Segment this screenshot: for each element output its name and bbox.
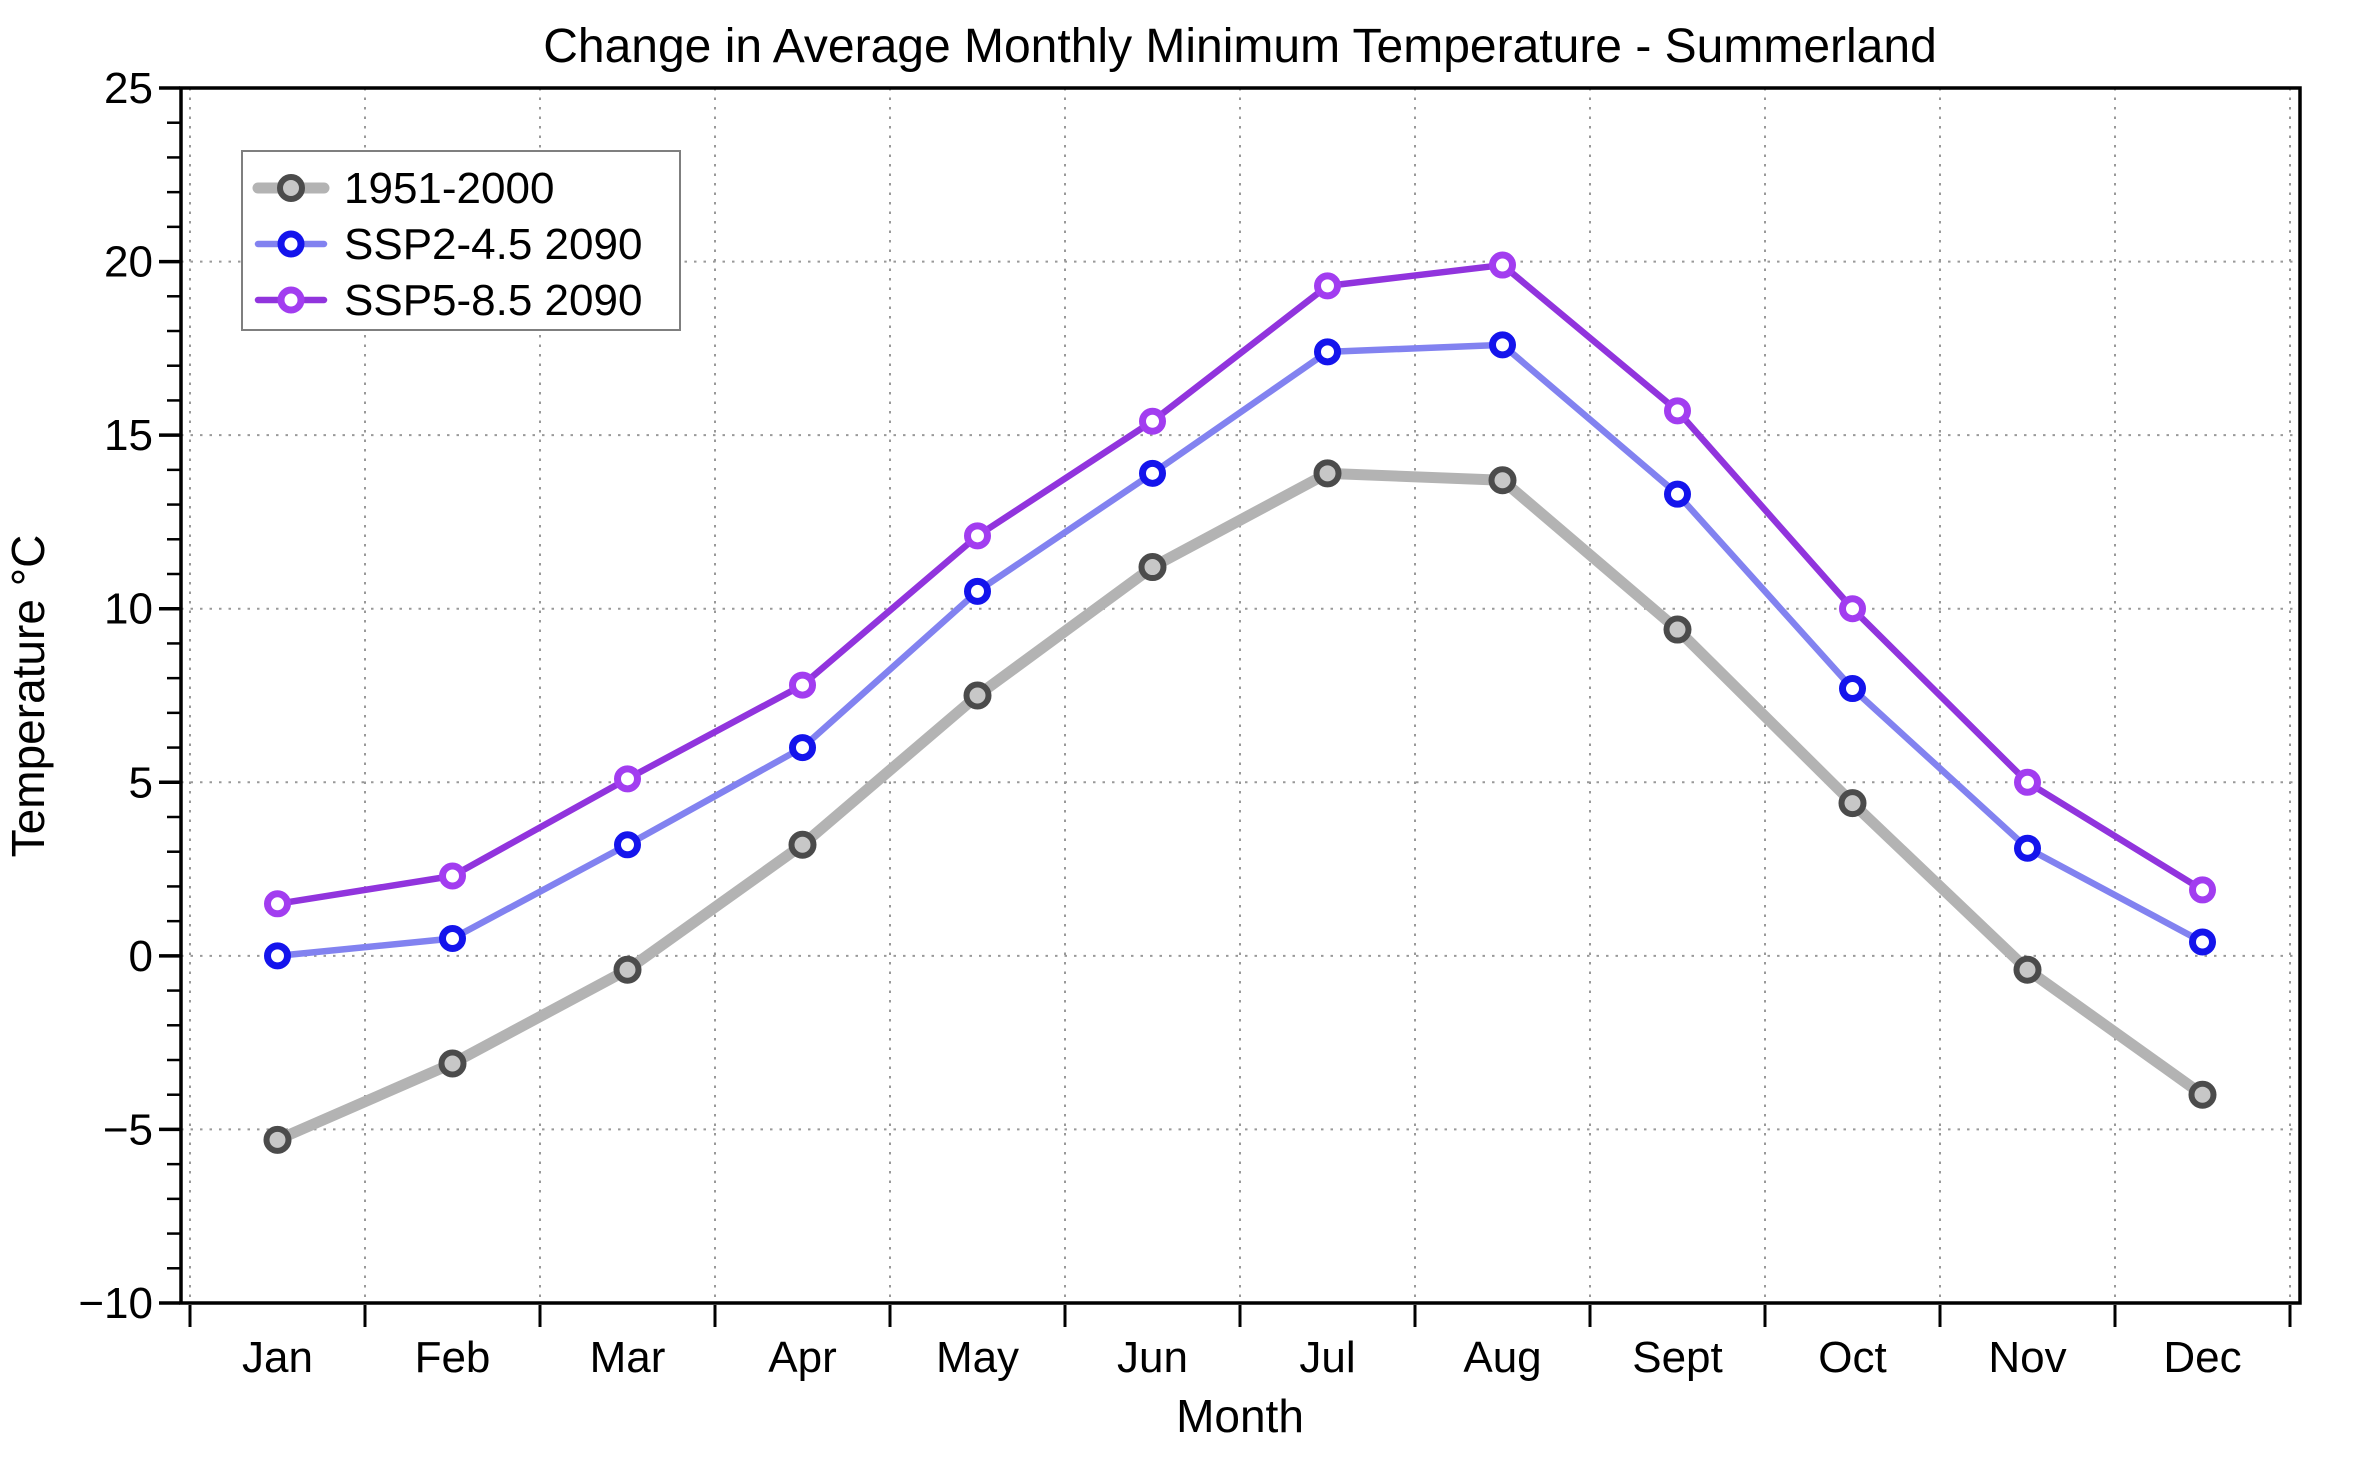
data-point-marker	[1664, 397, 1691, 425]
data-point-marker	[2189, 928, 2216, 956]
data-point-marker	[1664, 480, 1691, 508]
x-tick-label: Feb	[415, 1333, 491, 1382]
data-point-marker	[613, 955, 642, 984]
x-tick-label: Oct	[1818, 1333, 1886, 1382]
data-point-marker	[1138, 553, 1167, 582]
data-point-marker	[1139, 459, 1166, 487]
x-tick-label: Dec	[2163, 1333, 2241, 1382]
data-point-marker	[1488, 466, 1517, 495]
data-point-marker	[439, 862, 466, 890]
x-tick-label: Aug	[1463, 1333, 1541, 1382]
data-point-marker	[1489, 331, 1516, 359]
x-axis-label: Month	[1176, 1390, 1304, 1442]
legend-item-label: 1951-2000	[344, 164, 554, 213]
y-axis-label: Temperature °C	[2, 535, 54, 858]
x-tick-label: Jun	[1117, 1333, 1188, 1382]
legend-item-label: SSP5-8.5 2090	[344, 276, 642, 325]
legend-item-label: SSP2-4.5 2090	[344, 220, 642, 269]
data-point-marker	[1489, 251, 1516, 279]
data-point-marker	[1839, 595, 1866, 623]
data-point-marker	[264, 890, 291, 918]
x-tick-label: Mar	[590, 1333, 666, 1382]
y-tick-label: −10	[78, 1279, 153, 1328]
data-point-marker	[263, 1125, 292, 1154]
data-point-marker	[439, 925, 466, 952]
series-line-3	[274, 261, 2206, 908]
legend: 1951-2000 SSP2-4.5 2090 SSP5-8.5 2090	[241, 150, 681, 331]
x-tick-label: May	[936, 1333, 1019, 1382]
data-point-marker	[2188, 1080, 2217, 1109]
data-point-marker	[2013, 955, 2042, 984]
data-point-marker	[1314, 338, 1341, 366]
x-tick-label: Apr	[768, 1333, 836, 1382]
data-series	[263, 251, 2217, 1154]
data-point-marker	[1139, 407, 1166, 435]
data-point-marker	[264, 942, 291, 970]
chart-title: Change in Average Monthly Minimum Temper…	[543, 20, 1937, 73]
data-point-marker	[1663, 615, 1692, 644]
x-tick-label: Jan	[242, 1333, 313, 1382]
legend-sample-marker	[277, 286, 305, 314]
y-tick-label: 25	[104, 64, 153, 113]
data-point-marker	[614, 765, 641, 793]
data-point-marker	[964, 577, 991, 605]
y-tick-label: 10	[104, 585, 153, 634]
x-tick-label: Sept	[1632, 1333, 1723, 1382]
y-tick-label: 15	[104, 411, 153, 460]
plot-border	[179, 86, 2302, 1305]
data-point-marker	[2189, 876, 2216, 904]
data-point-marker	[964, 522, 991, 550]
data-point-marker	[1839, 675, 1866, 703]
series-line-1	[272, 467, 2208, 1146]
legend-sample-marker	[277, 230, 305, 258]
data-point-marker	[2014, 768, 2041, 796]
data-point-marker	[788, 830, 817, 859]
data-point-marker	[963, 681, 992, 710]
data-point-marker	[789, 671, 816, 699]
data-point-marker	[789, 734, 816, 762]
x-tick-label: Jul	[1299, 1333, 1355, 1382]
y-tick-label: 0	[129, 932, 153, 981]
y-tick-label: 20	[104, 238, 153, 287]
y-tick-label: −5	[103, 1105, 153, 1154]
data-point-marker	[1313, 459, 1342, 488]
data-point-marker	[1838, 789, 1867, 818]
legend-sample-marker	[277, 174, 305, 202]
data-point-marker	[1314, 272, 1341, 300]
axes: 25 20 15 10 5 0 −5 −10 Jan Feb Mar Apr May Jun Jul Aug S…	[78, 64, 2302, 1382]
data-point-marker	[2014, 834, 2041, 862]
data-point-marker	[438, 1049, 467, 1078]
x-tick-label: Nov	[1988, 1333, 2066, 1382]
y-tick-label: 5	[129, 758, 153, 807]
data-point-marker	[614, 831, 641, 859]
series-line-2	[274, 341, 2206, 960]
